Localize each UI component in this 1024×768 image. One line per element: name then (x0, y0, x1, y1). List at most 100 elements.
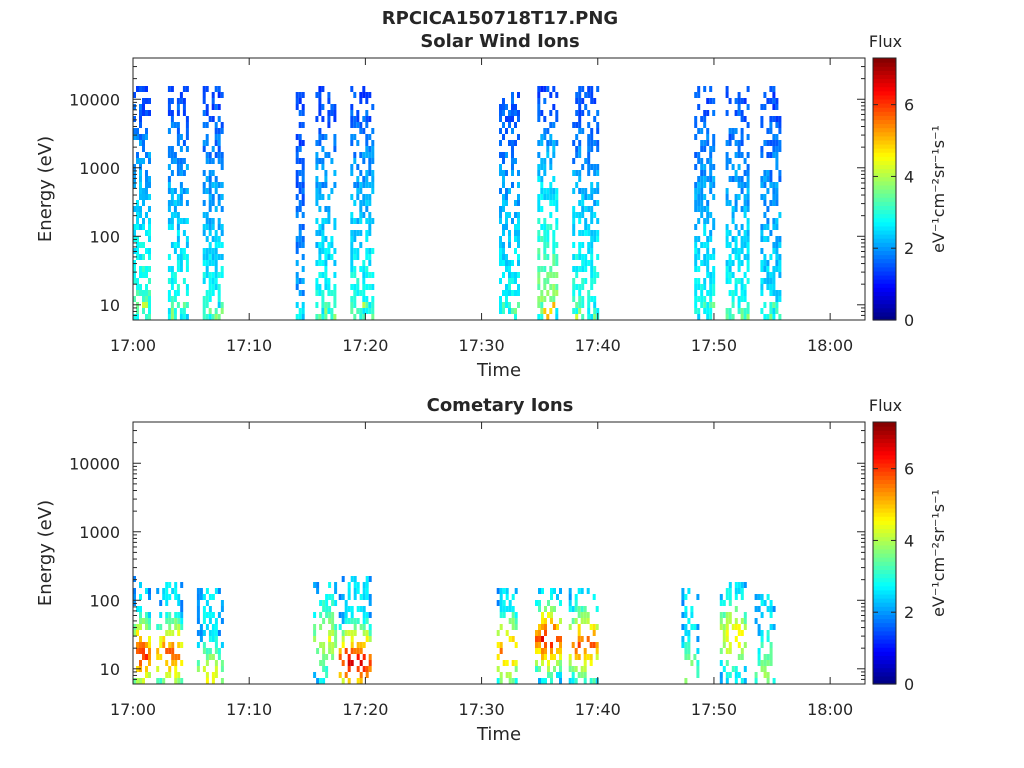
heatmap-cell (350, 606, 354, 612)
heatmap-cell (136, 648, 139, 654)
heatmap-cell (543, 224, 547, 230)
heatmap-cell (586, 588, 590, 594)
heatmap-cell (514, 588, 518, 594)
heatmap-cell (220, 92, 224, 98)
heatmap-cell (712, 176, 716, 182)
heatmap-cell (185, 290, 189, 296)
heatmap-cell (546, 86, 550, 92)
heatmap-cell (170, 308, 174, 314)
heatmap-cell (350, 236, 354, 242)
heatmap-cell (535, 660, 538, 666)
heatmap-cell (772, 606, 776, 612)
heatmap-cell (538, 636, 541, 642)
heatmap-cell (593, 212, 597, 218)
heatmap-cell (697, 248, 701, 254)
colorbar-swatch (873, 246, 896, 251)
heatmap-cell (321, 194, 325, 200)
heatmap-cell (368, 576, 372, 582)
heatmap-cell (757, 654, 761, 660)
heatmap-cell (552, 86, 556, 92)
heatmap-cell (176, 218, 180, 224)
colorbar-swatch (873, 148, 896, 153)
heatmap-cell (595, 678, 599, 684)
heatmap-cell (328, 630, 332, 636)
heatmap-cell (553, 666, 556, 672)
heatmap-cell (581, 314, 585, 320)
heatmap-cell (572, 158, 576, 164)
heatmap-cell (578, 92, 582, 98)
heatmap-cell (694, 236, 698, 242)
heatmap-cell (359, 642, 363, 648)
heatmap-cell (295, 170, 299, 176)
heatmap-cell (694, 188, 698, 194)
heatmap-cell (353, 230, 357, 236)
colorbar-swatch (873, 315, 896, 321)
heatmap-cell (502, 302, 505, 308)
heatmap-cell (356, 248, 360, 254)
heatmap-cell (540, 302, 544, 308)
heatmap-cell (202, 98, 206, 104)
heatmap-cell (706, 308, 710, 314)
heatmap-cell (583, 678, 587, 684)
heatmap-cell (148, 218, 151, 224)
heatmap-cell (517, 284, 520, 290)
heatmap-cell (596, 308, 600, 314)
heatmap-cell (703, 218, 707, 224)
heatmap-cell (214, 588, 218, 594)
heatmap-cell (543, 296, 547, 302)
heatmap-cell (214, 266, 218, 272)
heatmap-cell (505, 212, 508, 218)
heatmap-cell (700, 260, 704, 266)
heatmap-cell (350, 302, 354, 308)
heatmap-cell (217, 200, 221, 206)
heatmap-cell (205, 248, 209, 254)
figure-title: RPCICA150718T17.PNG (382, 8, 618, 29)
heatmap-cell (353, 248, 357, 254)
heatmap-cell (315, 302, 319, 308)
heatmap-cell (168, 648, 172, 654)
heatmap-cell (731, 134, 735, 140)
colorbar-title: Flux (869, 396, 902, 415)
heatmap-cell (684, 624, 688, 630)
heatmap-cell (142, 302, 145, 308)
heatmap-cell (681, 636, 685, 642)
heatmap-cell (350, 248, 354, 254)
heatmap-cell (537, 98, 541, 104)
heatmap-cell (324, 284, 328, 290)
heatmap-cell (341, 612, 345, 618)
heatmap-cell (333, 296, 337, 302)
heatmap-cell (703, 164, 707, 170)
heatmap-cell (301, 242, 305, 248)
heatmap-cell (514, 230, 517, 236)
heatmap-cell (170, 98, 174, 104)
colorbar-swatch (873, 679, 896, 685)
heatmap-cell (182, 302, 186, 308)
heatmap-cell (341, 636, 345, 642)
heatmap-cell (555, 188, 559, 194)
heatmap-cell (517, 212, 520, 218)
heatmap-cell (301, 194, 305, 200)
heatmap-cell (315, 140, 319, 146)
heatmap-cell (706, 128, 710, 134)
heatmap-cell (508, 236, 511, 242)
colorbar-swatch (873, 516, 896, 521)
heatmap-cell (205, 612, 209, 618)
heatmap-cell (743, 612, 747, 618)
heatmap-cell (740, 260, 744, 266)
heatmap-cell (517, 182, 520, 188)
heatmap-cell (514, 200, 517, 206)
heatmap-cell (544, 654, 547, 660)
heatmap-cell (514, 212, 517, 218)
heatmap-cell (165, 618, 169, 624)
heatmap-cell (341, 594, 345, 600)
heatmap-cell (319, 678, 323, 684)
heatmap-cell (179, 164, 183, 170)
heatmap-cell (502, 200, 505, 206)
heatmap-cell (182, 86, 186, 92)
heatmap-cell (148, 230, 151, 236)
heatmap-cell (328, 594, 332, 600)
heatmap-cell (167, 110, 171, 116)
colorbar-swatch (873, 544, 896, 550)
heatmap-cell (353, 158, 357, 164)
heatmap-cell (734, 200, 738, 206)
